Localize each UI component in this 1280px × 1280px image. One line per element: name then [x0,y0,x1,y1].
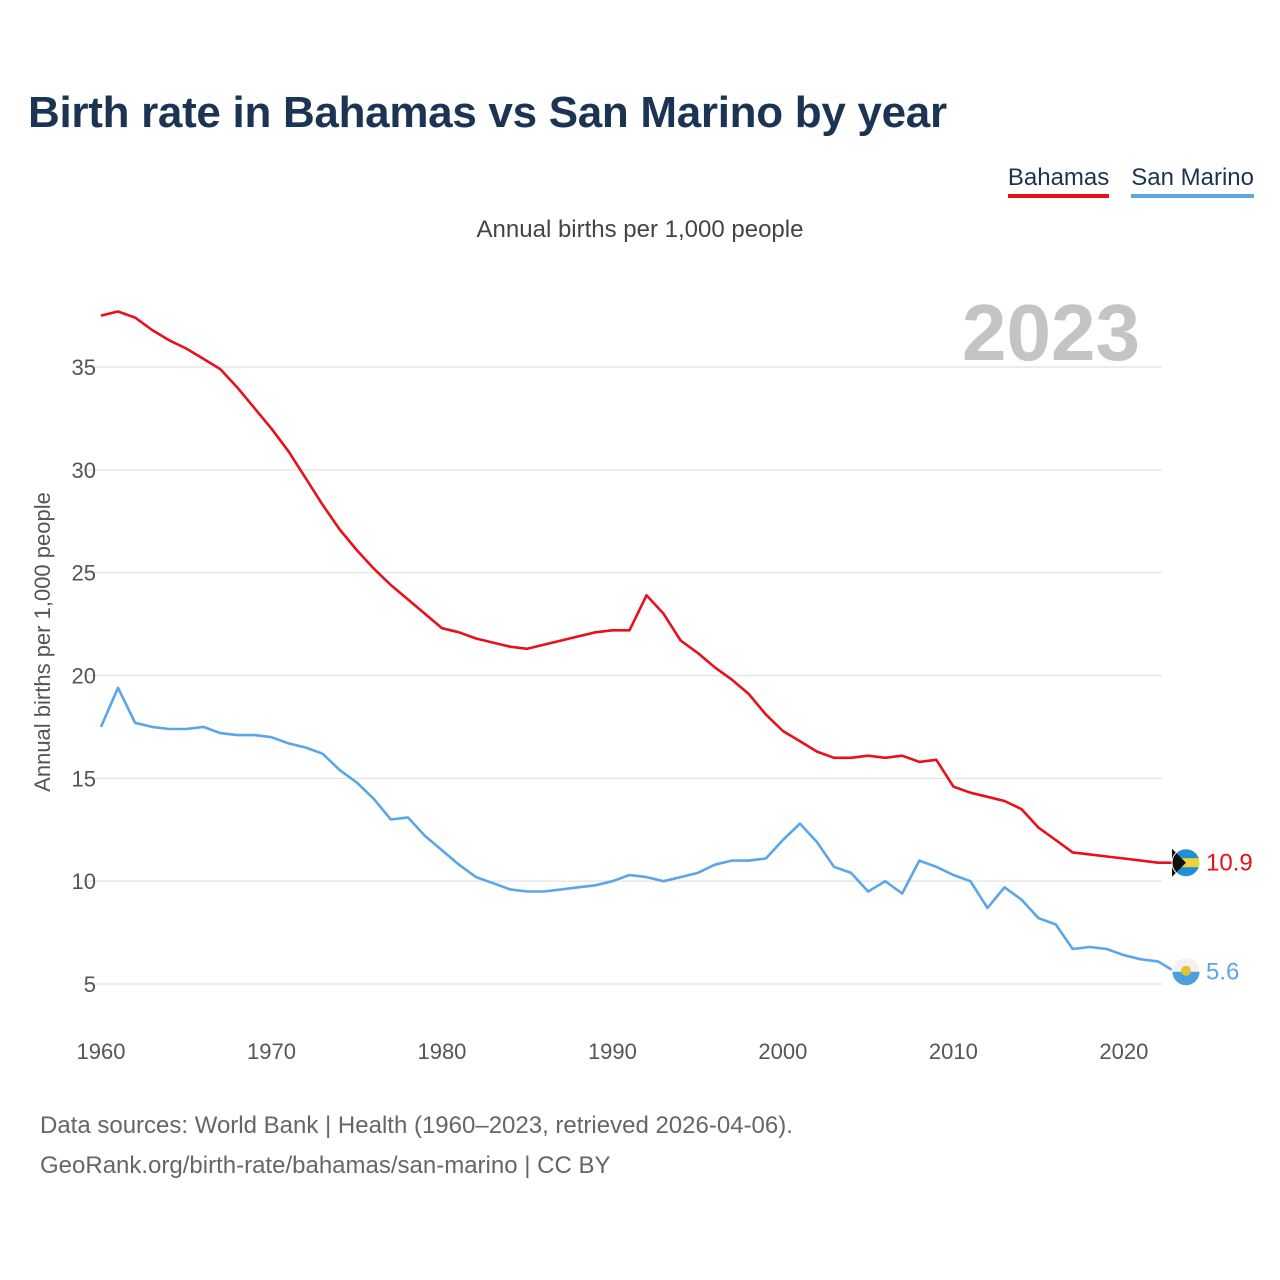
legend-item-san-marino[interactable]: San Marino [1131,164,1254,198]
chart-subtitle: Annual births per 1,000 people [476,216,804,243]
y-tick-label: 25 [72,561,96,586]
x-tick-label: 1980 [417,1039,466,1064]
y-tick-label: 30 [72,458,96,483]
line-chart: 2023 5 10 15 20 25 30 35 1960 1970 1980 1990 2000 2… [30,288,1253,1064]
end-value-label-bahamas: 10.9 [1206,850,1253,877]
y-tick-label: 10 [72,869,96,894]
x-tick-label: 2000 [758,1039,807,1064]
data-source-note: Data sources: World Bank | Health (1960–… [40,1112,793,1139]
x-axis-ticks: 1960 1970 1980 1990 2000 2010 2020 [77,1039,1149,1064]
y-axis-ticks: 5 10 15 20 25 30 35 [72,355,96,997]
year-watermark: 2023 [962,288,1140,377]
grid-lines [84,366,1162,985]
series-lines [99,310,1185,974]
source-link[interactable]: GeoRank.org/birth-rate/bahamas/san-marin… [40,1152,611,1179]
x-tick-label: 2010 [929,1039,978,1064]
flag-icon-bahamas [1171,848,1201,878]
x-tick-label: 1990 [588,1039,637,1064]
y-tick-label: 20 [72,664,96,689]
legend-item-bahamas[interactable]: Bahamas [1007,164,1110,198]
legend: Bahamas San Marino [1007,164,1254,198]
y-tick-label: 35 [72,355,96,380]
series-line-san-marino[interactable] [99,686,1185,974]
x-tick-label: 2020 [1099,1039,1148,1064]
chart-title: Birth rate in Bahamas vs San Marino by y… [28,88,947,137]
flag-icon-san-marino [1171,957,1201,987]
footer: Data sources: World Bank | Health (1960–… [40,1106,793,1186]
end-value-label-san-marino: 5.6 [1206,959,1239,986]
x-tick-label: 1960 [77,1039,126,1064]
series-line-bahamas[interactable] [100,310,1185,865]
end-markers: 10.9 5.6 [1171,848,1253,987]
y-tick-label: 5 [84,972,96,997]
x-tick-label: 1970 [247,1039,296,1064]
y-axis-label: Annual births per 1,000 people [30,492,55,792]
y-tick-label: 15 [72,766,96,791]
